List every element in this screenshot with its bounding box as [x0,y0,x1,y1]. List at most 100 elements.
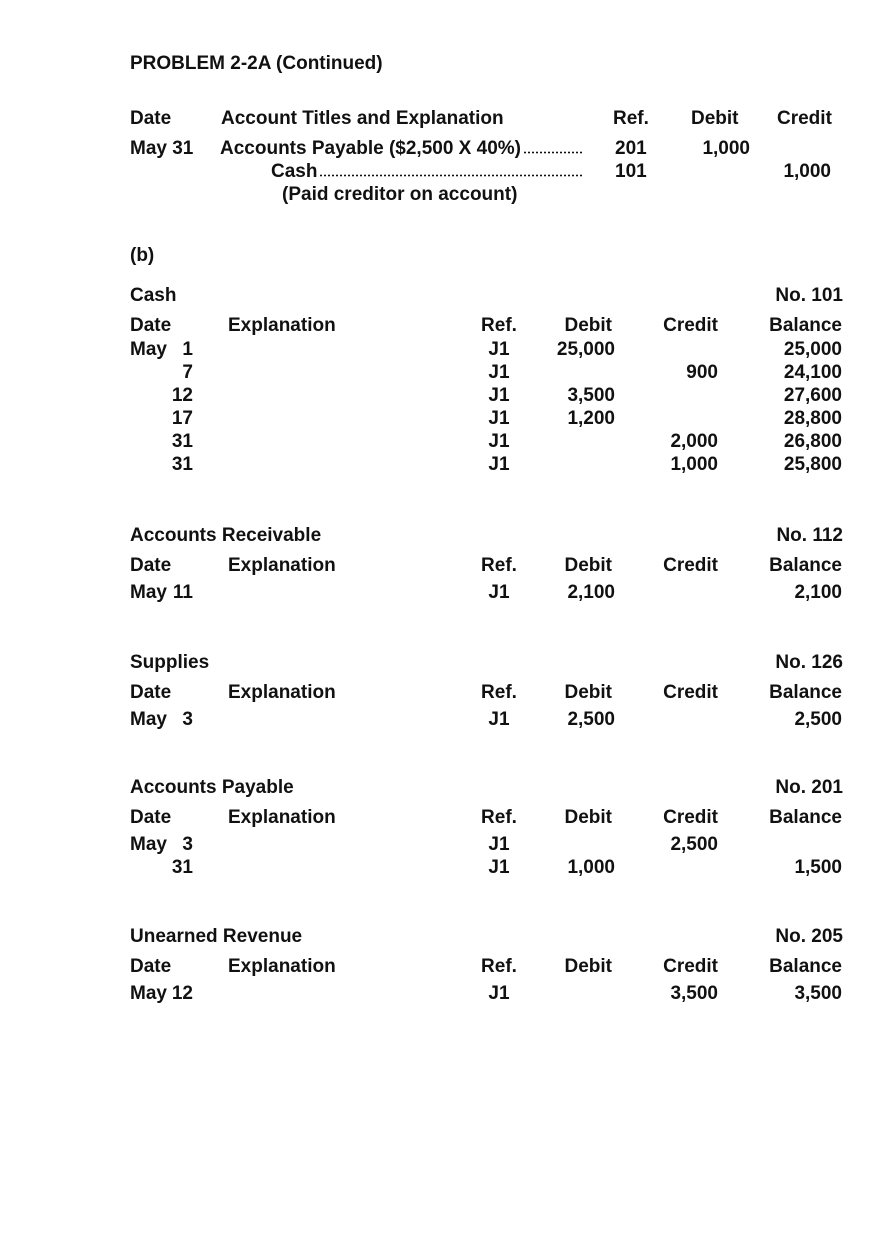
row-credit: 2,000 [670,431,718,452]
header-explanation: Explanation [228,807,336,828]
row-ref: J1 [488,709,510,730]
header-date: Date [130,807,172,828]
header-credit: Credit [663,807,718,828]
header-balance: Balance [769,555,842,576]
row-ref: J1 [488,834,510,855]
row-ref: J1 [488,339,510,360]
row-day: 31 [171,857,193,878]
header-balance: Balance [769,956,842,977]
account-number: No. 126 [775,652,843,673]
row-balance: 1,500 [794,857,842,878]
row-balance: 24,100 [783,362,842,383]
journal-credit-account: Cash [271,161,318,182]
row-month: May [130,339,167,360]
journal-header-credit: Credit [777,108,832,129]
journal-debit-ref: 201 [615,138,647,159]
row-ref: J1 [488,408,510,429]
account-number: No. 101 [775,285,843,306]
header-explanation: Explanation [228,956,336,977]
header-date: Date [130,956,172,977]
row-ref: J1 [488,431,510,452]
row-balance: 2,100 [794,582,842,603]
account-number: No. 201 [775,777,843,798]
row-balance: 28,800 [783,408,842,429]
header-debit: Debit [564,555,613,576]
row-balance: 3,500 [794,983,842,1004]
row-debit: 3,500 [567,385,615,406]
journal-debit-account: Accounts Payable ($2,500 X 40%) [220,138,521,159]
account-number: No. 205 [775,926,843,947]
header-balance: Balance [769,807,842,828]
journal-explanation: (Paid creditor on account) [282,184,518,205]
row-ref: J1 [488,582,510,603]
row-balance: 27,600 [783,385,842,406]
header-ref: Ref. [481,682,517,703]
row-day: 12 [171,385,193,406]
row-debit: 1,000 [567,857,615,878]
row-month: May [130,834,167,855]
account-name: Accounts Receivable [130,525,322,546]
header-explanation: Explanation [228,682,336,703]
part-label: (b) [130,245,155,266]
leader-dots [319,174,584,177]
journal-debit-amount: 1,000 [702,138,750,159]
row-day: 1 [182,339,193,360]
row-ref: J1 [488,385,510,406]
journal-header-ref: Ref. [613,108,649,129]
journal-header-account: Account Titles and Explanation [221,108,504,129]
header-balance: Balance [769,682,842,703]
row-debit: 1,200 [567,408,615,429]
header-balance: Balance [769,315,842,336]
account-name: Accounts Payable [130,777,294,798]
header-ref: Ref. [481,956,517,977]
journal-credit-amount: 1,000 [783,161,831,182]
page-title: PROBLEM 2-2A (Continued) [130,53,383,74]
header-explanation: Explanation [228,555,336,576]
row-month: May [130,709,167,730]
row-credit: 900 [686,362,718,383]
header-explanation: Explanation [228,315,336,336]
account-name: Unearned Revenue [130,926,303,947]
journal-date: May 31 [130,138,194,159]
row-ref: J1 [488,857,510,878]
row-day: 31 [171,431,193,452]
header-credit: Credit [663,682,718,703]
row-balance: 2,500 [794,709,842,730]
row-day: 11 [172,582,193,603]
journal-header-debit: Debit [691,108,739,129]
header-date: Date [130,315,172,336]
header-ref: Ref. [481,315,517,336]
header-credit: Credit [663,315,718,336]
row-day: 3 [182,834,193,855]
row-credit: 2,500 [670,834,718,855]
row-ref: J1 [488,362,510,383]
account-name: Supplies [130,652,210,673]
row-day: 3 [182,709,193,730]
row-ref: J1 [488,983,510,1004]
header-debit: Debit [564,956,613,977]
row-balance: 26,800 [783,431,842,452]
row-debit: 2,500 [567,709,615,730]
row-credit: 1,000 [670,454,718,475]
header-date: Date [130,555,172,576]
row-day: 12 [171,983,193,1004]
header-credit: Credit [663,555,718,576]
row-balance: 25,800 [783,454,842,475]
row-balance: 25,000 [783,339,842,360]
row-credit: 3,500 [670,983,718,1004]
header-debit: Debit [564,315,613,336]
header-debit: Debit [564,682,613,703]
leader-dots [522,151,584,154]
row-debit: 25,000 [556,339,615,360]
account-name: Cash [130,285,177,306]
header-date: Date [130,682,172,703]
row-day: 31 [171,454,193,475]
header-ref: Ref. [481,807,517,828]
header-debit: Debit [564,807,613,828]
row-month: May [130,983,167,1004]
row-debit: 2,100 [567,582,615,603]
header-credit: Credit [663,956,718,977]
account-number: No. 112 [776,525,843,546]
journal-credit-ref: 101 [615,161,647,182]
row-day: 7 [182,362,193,383]
